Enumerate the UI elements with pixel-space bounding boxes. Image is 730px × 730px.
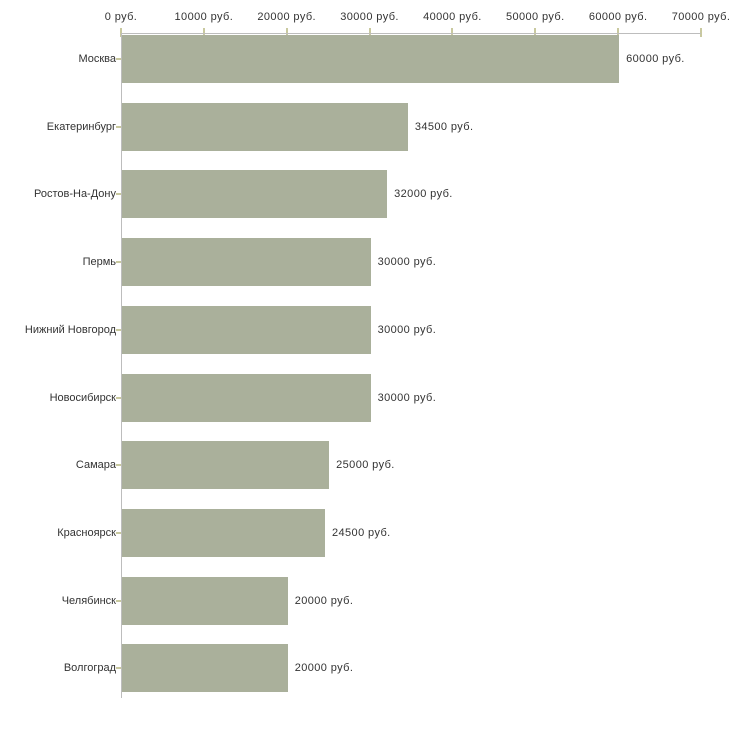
- x-axis-line: [121, 33, 701, 34]
- bar-9: [122, 644, 288, 693]
- category-label: Нижний Новгород: [24, 323, 116, 336]
- category-label: Челябинск: [61, 594, 116, 607]
- value-label: 32000 руб.: [394, 188, 453, 201]
- x-axis-tick-mark: [451, 28, 454, 37]
- x-axis-tick-label: 0 руб.: [104, 11, 138, 23]
- x-axis-tick-mark: [202, 28, 205, 37]
- bar-3: [122, 238, 371, 287]
- y-axis-tick-mark: [116, 599, 121, 602]
- y-axis-line: [121, 33, 122, 698]
- x-axis-tick-mark: [120, 28, 122, 37]
- x-axis-tick-mark: [700, 28, 702, 37]
- value-label: 34500 руб.: [414, 120, 474, 133]
- bar-7: [122, 508, 325, 557]
- y-axis-tick-mark: [116, 125, 121, 128]
- value-label: 25000 руб.: [336, 459, 395, 472]
- bar-5: [122, 373, 371, 422]
- y-axis-tick-mark: [116, 58, 121, 60]
- y-axis-tick-mark: [116, 396, 121, 399]
- x-axis-tick-mark: [285, 28, 288, 37]
- y-axis-tick-mark: [116, 328, 121, 331]
- y-axis-tick-mark: [116, 531, 121, 534]
- value-label: 30000 руб.: [377, 256, 437, 269]
- category-label: Москва: [78, 53, 116, 65]
- value-label: 20000 руб.: [294, 662, 354, 675]
- value-label: 30000 руб.: [377, 391, 437, 404]
- x-axis-tick-label: 60000 руб.: [588, 11, 648, 23]
- category-label: Новосибирск: [49, 391, 116, 404]
- value-label: 24500 руб.: [332, 526, 391, 539]
- bar-6: [122, 441, 330, 490]
- bar-0: [122, 35, 620, 83]
- bar-4: [122, 305, 371, 354]
- category-label: Самара: [75, 459, 116, 472]
- category-label: Пермь: [82, 256, 116, 269]
- x-axis-tick-label: 50000 руб.: [505, 11, 565, 23]
- category-label: Красноярск: [57, 526, 116, 539]
- value-label: 60000 руб.: [626, 53, 685, 65]
- category-label: Волгоград: [63, 662, 116, 675]
- y-axis-tick-mark: [116, 261, 121, 264]
- y-axis-tick-mark: [116, 193, 121, 196]
- y-axis-tick-mark: [116, 464, 121, 467]
- category-label: Ростов-На-Дону: [33, 188, 116, 201]
- x-axis-tick-label: 30000 руб.: [340, 11, 399, 23]
- x-axis-tick-label: 20000 руб.: [257, 11, 317, 23]
- x-axis-tick-mark: [617, 28, 620, 37]
- bar-1: [122, 102, 408, 151]
- category-label: Екатеринбург: [46, 120, 116, 133]
- bar-8: [122, 576, 288, 625]
- x-axis-tick-label: 10000 руб.: [174, 11, 234, 23]
- x-axis-tick-mark: [534, 28, 537, 37]
- x-axis-tick-label: 70000 руб.: [671, 11, 730, 23]
- y-axis-tick-mark: [116, 667, 121, 670]
- value-label: 30000 руб.: [377, 323, 437, 336]
- x-axis-tick-label: 40000 руб.: [423, 11, 482, 23]
- bar-2: [122, 170, 388, 219]
- x-axis-tick-mark: [368, 28, 371, 37]
- value-label: 20000 руб.: [294, 594, 354, 607]
